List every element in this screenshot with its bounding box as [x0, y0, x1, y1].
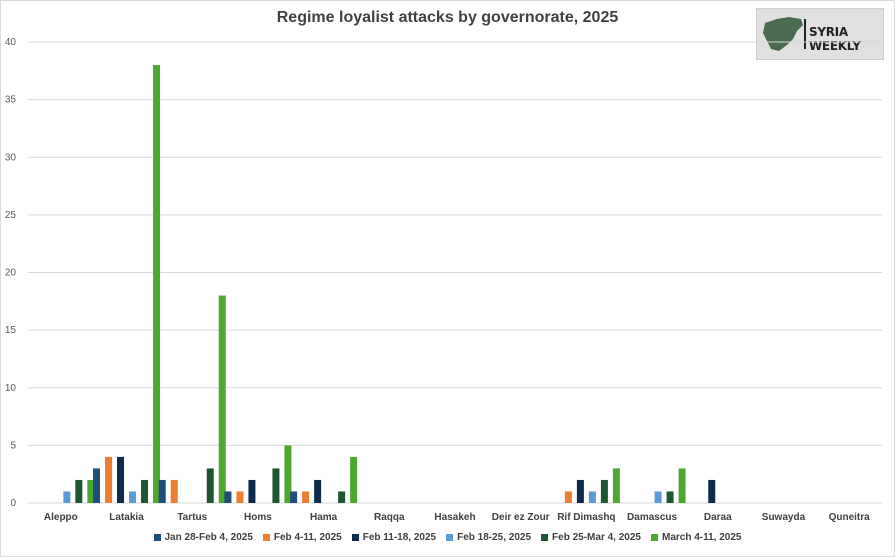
x-tick-label: Aleppo — [44, 512, 78, 523]
bar — [666, 491, 674, 503]
bar — [708, 479, 716, 503]
y-tick-label: 5 — [10, 440, 16, 451]
y-tick-label: 10 — [5, 383, 17, 394]
x-tick-label: Deir ez Zour — [492, 512, 550, 523]
x-tick-label: Homs — [244, 512, 272, 523]
y-tick-label: 30 — [5, 152, 17, 163]
legend-item: March 4-11, 2025 — [650, 532, 742, 543]
syria-weekly-logo: SYRIA WEEKLY — [756, 8, 884, 60]
legend-item: Feb 4-11, 2025 — [262, 532, 342, 543]
bar — [272, 468, 280, 503]
bar — [218, 295, 226, 503]
x-tick-label: Suwayda — [762, 512, 806, 523]
x-tick-label: Quneitra — [829, 512, 871, 523]
x-tick-label: Hasakeh — [434, 512, 475, 523]
legend-label: Feb 25-Mar 4, 2025 — [552, 532, 641, 543]
bar — [600, 479, 608, 503]
bar — [87, 479, 95, 503]
y-tick-label: 25 — [5, 210, 17, 221]
bar — [63, 491, 71, 503]
bar — [678, 468, 686, 503]
y-tick-label: 20 — [5, 268, 17, 279]
bar — [612, 468, 620, 503]
legend-swatch — [446, 534, 454, 541]
x-tick-label: Tartus — [177, 512, 207, 523]
x-tick-label: Latakia — [109, 512, 144, 523]
bar — [284, 445, 292, 503]
bar — [158, 479, 166, 503]
legend-label: Feb 4-11, 2025 — [273, 532, 342, 543]
bar — [338, 491, 346, 503]
bar — [314, 479, 322, 503]
x-tick-label: Damascus — [627, 512, 677, 523]
bar — [206, 468, 214, 503]
legend-swatch — [153, 534, 161, 541]
bar — [588, 491, 596, 503]
bar — [564, 491, 572, 503]
bar — [236, 491, 244, 503]
bar — [224, 491, 232, 503]
legend-label: March 4-11, 2025 — [661, 532, 742, 543]
legend-item: Feb 11-18, 2025 — [351, 532, 437, 543]
legend-swatch — [541, 534, 549, 541]
bar — [654, 491, 662, 503]
y-tick-label: 15 — [5, 325, 17, 336]
legend-label: Jan 28-Feb 4, 2025 — [164, 532, 253, 543]
bar — [129, 491, 137, 503]
bar — [75, 479, 83, 503]
bar — [170, 479, 178, 503]
legend-item: Feb 25-Mar 4, 2025 — [541, 532, 641, 543]
y-tick-label: 40 — [5, 37, 17, 48]
legend-label: Feb 11-18, 2025 — [362, 532, 437, 543]
bar — [117, 456, 125, 503]
legend-item: Feb 18-25, 2025 — [446, 532, 531, 543]
legend-swatch — [262, 534, 270, 541]
bar — [290, 491, 298, 503]
bar — [248, 479, 256, 503]
x-tick-label: Daraa — [704, 512, 732, 523]
chart-legend: Jan 28-Feb 4, 2025 Feb 4-11, 2025 Feb 11-1… — [0, 532, 895, 543]
legend-label: Feb 18-25, 2025 — [457, 532, 532, 543]
bar — [576, 479, 584, 503]
bar — [302, 491, 310, 503]
legend-item: Jan 28-Feb 4, 2025 — [153, 532, 253, 543]
bar — [93, 468, 101, 503]
bar — [141, 479, 149, 503]
chart-title: Regime loyalist attacks by governorate, … — [276, 9, 619, 26]
y-tick-label: 0 — [10, 498, 16, 509]
bar — [105, 456, 113, 503]
bar — [350, 456, 358, 503]
y-tick-label: 35 — [5, 95, 17, 106]
x-tick-label: Rif Dimashq — [557, 512, 615, 523]
x-tick-label: Raqqa — [374, 512, 405, 523]
legend-swatch — [351, 534, 359, 541]
legend-swatch — [650, 534, 658, 541]
x-tick-label: Hama — [310, 512, 338, 523]
bar — [153, 65, 161, 504]
